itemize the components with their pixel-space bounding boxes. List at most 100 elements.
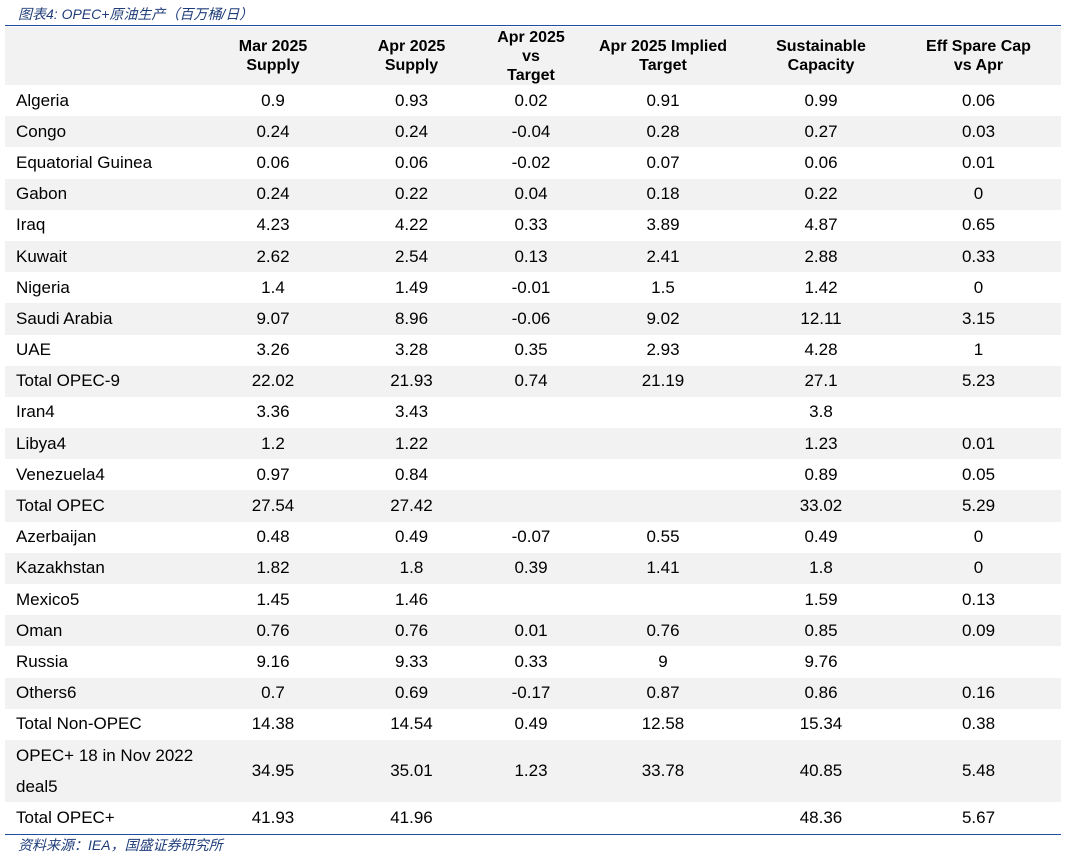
value-cell: 1.59 (804, 589, 838, 609)
value-cell: 0.01 (482, 615, 580, 647)
value-cell: 0.33 (896, 240, 1061, 273)
table-row: Kuwait 2.62 2.54 0.13 2.41 2.88 0.33 (5, 240, 1061, 273)
value-cell: 3.89 (646, 215, 680, 235)
value-cell: 0.13 (961, 589, 996, 609)
table-row: Kazakhstan 1.82 1.8 0.39 1.41 1.8 0 (5, 552, 1061, 584)
value-cell: 0.99 (804, 90, 838, 110)
value-cell (482, 802, 580, 833)
value-cell: 0.48 (256, 527, 290, 547)
value-cell: 3.28 (394, 340, 429, 360)
value-cell: 1.42 (804, 277, 838, 297)
value-cell: 0 (973, 527, 984, 547)
row-label: Venezuela4 (16, 464, 105, 484)
row-label: Total Non-OPEC (16, 714, 142, 734)
row-label: Kuwait (5, 240, 205, 273)
value-cell: 4.87 (804, 215, 838, 235)
row-label: Kazakhstan (5, 552, 205, 584)
opec-production-table: Mar 2025 Supply Apr 2025 Supply Apr 2025 vs… (5, 27, 1061, 833)
value-cell: 1.8 (746, 552, 896, 584)
value-cell: 27.1 (746, 365, 896, 397)
row-label: Azerbaijan (16, 527, 97, 547)
header-cell: Eff Spare Cap vs Apr (896, 27, 1061, 85)
value-cell: 3.15 (896, 303, 1061, 335)
value-cell: 0.86 (746, 677, 896, 709)
value-cell: 1.49 (394, 277, 429, 297)
table-row: Total OPEC 27.54 27.42 33.02 5.29 (5, 490, 1061, 522)
value-cell: 0.02 (514, 90, 548, 110)
value-cell: 8.96 (341, 303, 482, 335)
value-cell: 0.69 (341, 677, 482, 709)
value-cell: 1.22 (341, 428, 482, 460)
value-cell: 0.06 (804, 152, 838, 172)
value-cell: 0.13 (482, 240, 580, 273)
table-row: OPEC+ 18 in Nov 2022 deal5 34.95 35.01 1.23… (5, 739, 1061, 802)
value-cell: 9.33 (394, 651, 429, 671)
header-cell: Mar 2025 Supply (205, 27, 341, 85)
value-cell: 0.24 (205, 178, 341, 210)
table-row: Congo 0.24 0.24 -0.04 0.28 0.27 0.03 (5, 116, 1061, 148)
value-cell: 0.05 (961, 464, 996, 484)
value-cell: 0.06 (256, 152, 290, 172)
value-cell: 14.54 (390, 714, 433, 734)
value-cell: 48.36 (799, 807, 843, 827)
value-cell: 5.23 (896, 365, 1061, 397)
value-cell (580, 490, 746, 522)
value-cell: 2.54 (341, 240, 482, 273)
value-cell: 0.74 (482, 365, 580, 397)
value-cell: 0.27 (746, 116, 896, 148)
value-cell: -0.07 (511, 527, 551, 547)
table-row: Mexico5 1.45 1.46 1.59 0.13 (5, 584, 1061, 615)
value-cell (580, 397, 746, 428)
table-row: Total OPEC-9 22.02 21.93 0.74 21.19 27.1 5.23 (5, 365, 1061, 397)
value-cell: 0 (896, 552, 1061, 584)
header-cell: Apr 2025 vs Target (482, 27, 580, 85)
value-cell: 0.85 (746, 615, 896, 647)
value-cell: 0.76 (205, 615, 341, 647)
value-cell: 0 (896, 178, 1061, 210)
value-cell: 5.48 (896, 739, 1061, 802)
value-cell: 5.67 (961, 807, 996, 827)
header-cell: Sustainable Capacity (746, 27, 896, 85)
table-row: Nigeria 1.4 1.49 -0.01 1.5 1.42 0 (5, 272, 1061, 303)
value-cell: 0.06 (394, 152, 429, 172)
value-cell: 1.5 (651, 277, 675, 297)
value-cell: 1.46 (394, 589, 429, 609)
value-cell: 0.28 (580, 116, 746, 148)
table-row: Total OPEC+ 41.93 41.96 48.36 5.67 (5, 802, 1061, 833)
value-cell: 12.58 (641, 714, 685, 734)
value-cell: 2.41 (580, 240, 746, 273)
row-label: Equatorial Guinea (16, 152, 153, 172)
row-label: Libya4 (5, 428, 205, 460)
value-cell: 27.42 (341, 490, 482, 522)
value-cell (896, 397, 1061, 428)
value-cell: 33.78 (580, 739, 746, 802)
value-cell: 35.01 (341, 739, 482, 802)
row-label: Russia (16, 651, 68, 671)
value-cell: 22.02 (205, 365, 341, 397)
row-label: Oman (5, 615, 205, 647)
value-cell: 21.19 (580, 365, 746, 397)
value-cell (580, 802, 746, 833)
header-row: Mar 2025 Supply Apr 2025 Supply Apr 2025 vs… (5, 27, 1061, 85)
value-cell: 0.55 (646, 527, 680, 547)
table-row: Iran4 3.36 3.43 3.8 (5, 397, 1061, 428)
row-label: Total OPEC+ (16, 807, 115, 827)
value-cell: -0.01 (511, 277, 551, 297)
value-cell: 3.43 (394, 402, 429, 422)
table-row: UAE 3.26 3.28 0.35 2.93 4.28 1 (5, 335, 1061, 366)
value-cell: 0.33 (514, 651, 548, 671)
value-cell: 0.35 (514, 340, 548, 360)
value-cell: 0.38 (961, 714, 996, 734)
row-label: Others6 (5, 677, 205, 709)
value-cell: 0.93 (394, 90, 429, 110)
value-cell: 0.01 (896, 428, 1061, 460)
value-cell: 41.93 (251, 807, 295, 827)
table-row: Saudi Arabia 9.07 8.96 -0.06 9.02 12.11 3.15 (5, 303, 1061, 335)
value-cell: 0.33 (514, 215, 548, 235)
value-cell: -0.04 (482, 116, 580, 148)
value-cell: 4.28 (804, 340, 838, 360)
bottom-rule (5, 834, 1061, 835)
value-cell: 9.02 (580, 303, 746, 335)
value-cell (482, 459, 580, 490)
value-cell: 0.91 (646, 90, 680, 110)
